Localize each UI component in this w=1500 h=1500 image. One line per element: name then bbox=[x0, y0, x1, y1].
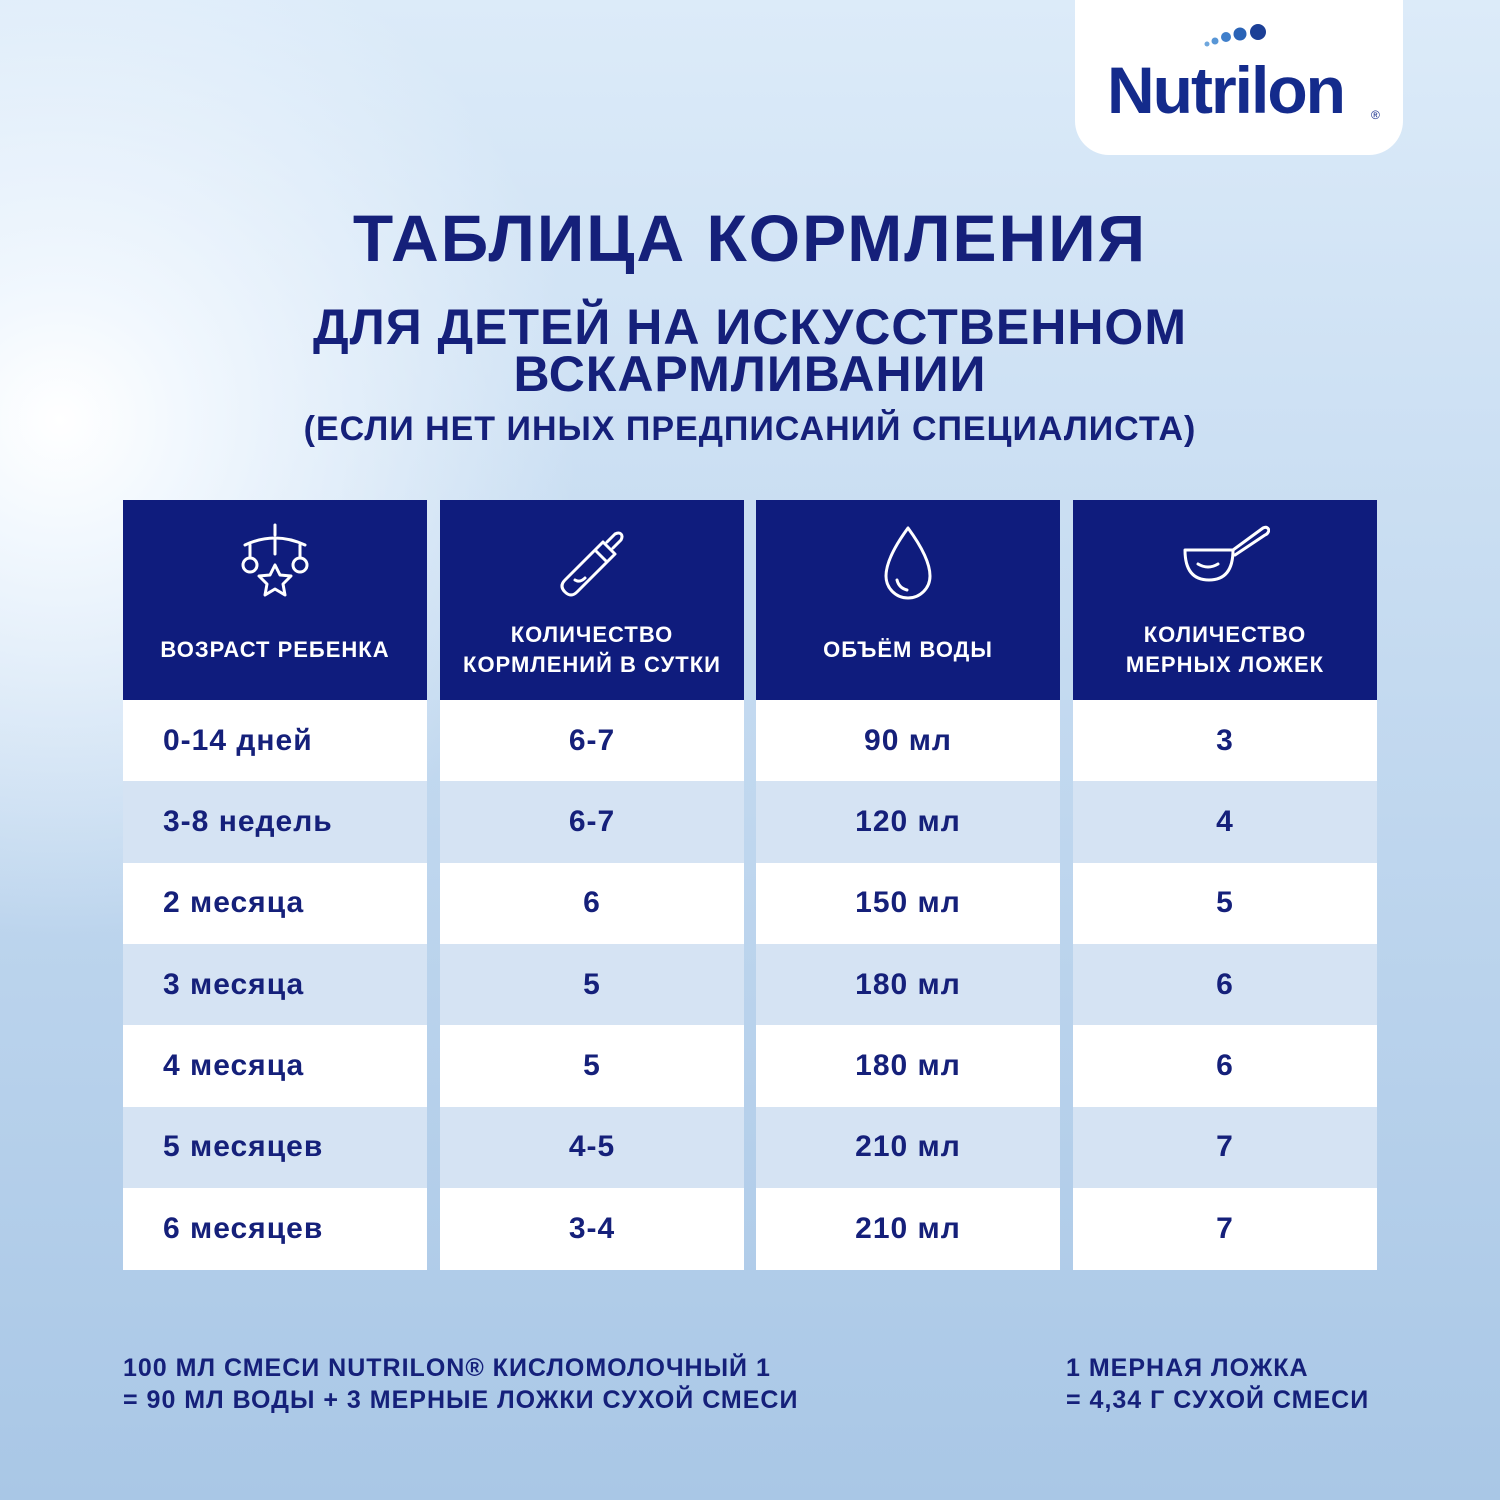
table-cell: 3-8 недель bbox=[123, 781, 427, 864]
table-cell: 180 мл bbox=[756, 943, 1060, 1026]
table-cell: 6 bbox=[1073, 943, 1377, 1026]
logo-text: Nutrilon bbox=[1107, 53, 1346, 127]
table-cell: 3 bbox=[1073, 700, 1377, 782]
table-cell: 6 bbox=[440, 862, 744, 945]
icon-bottle bbox=[560, 531, 624, 597]
subtitle: ДЛЯ ДЕТЕЙ НА ИСКУССТВЕННОМ bbox=[313, 299, 1187, 355]
table-cell: 90 мл bbox=[756, 700, 1060, 782]
footer-left: 100 МЛ СМЕСИ NUTRILON® КИСЛОМОЛОЧНЫЙ 1 bbox=[123, 1354, 771, 1382]
note: (ЕСЛИ НЕТ ИНЫХ ПРЕДПИСАНИЙ СПЕЦИАЛИСТА) bbox=[303, 410, 1197, 448]
table-cell: 180 мл bbox=[756, 1025, 1060, 1107]
table-cell: 5 bbox=[440, 943, 744, 1026]
icon-drop bbox=[884, 526, 932, 600]
title: ТАБЛИЦА КОРМЛЕНИЯ bbox=[352, 201, 1148, 275]
icon-scoop bbox=[1183, 525, 1270, 582]
header-cell: КОЛИЧЕСТВО МЕРНЫХ ЛОЖЕК bbox=[1073, 500, 1377, 700]
header-cell: ОБЪЁМ ВОДЫ bbox=[756, 500, 1060, 700]
subtitle: ВСКАРМЛИВАНИИ bbox=[513, 346, 987, 402]
table-cell: 6-7 bbox=[440, 781, 744, 864]
table-cell: 210 мл bbox=[756, 1187, 1060, 1270]
table-cell: 3-4 bbox=[440, 1187, 744, 1270]
table-cell: 3 месяца bbox=[123, 943, 427, 1026]
table-cell: 4 bbox=[1073, 781, 1377, 864]
table-cell: 5 bbox=[440, 1025, 744, 1107]
table-cell: 2 месяца bbox=[123, 862, 427, 945]
table-cell: 150 мл bbox=[756, 862, 1060, 945]
table-cell: 5 месяцев bbox=[123, 1106, 427, 1189]
table-cell: 6 месяцев bbox=[123, 1187, 427, 1270]
table-cell: 0-14 дней bbox=[123, 700, 427, 782]
table-cell: 4-5 bbox=[440, 1106, 744, 1189]
table-cell: 4 месяца bbox=[123, 1025, 427, 1107]
table-cell: 120 мл bbox=[756, 781, 1060, 864]
table-cell: 6 bbox=[1073, 1025, 1377, 1107]
table-cell: 210 мл bbox=[756, 1106, 1060, 1189]
table-cell: 5 bbox=[1073, 862, 1377, 945]
table-cell: 7 bbox=[1073, 1106, 1377, 1189]
logo-box: Nutrilon ® bbox=[1075, 0, 1403, 155]
logo-mark: ® bbox=[1371, 108, 1380, 122]
icon-mobile bbox=[241, 523, 309, 597]
table-cell: 6-7 bbox=[440, 700, 744, 782]
logo-dots bbox=[1204, 24, 1266, 47]
header-cell: КОЛИЧЕСТВО КОРМЛЕНИЙ В СУТКИ bbox=[440, 500, 744, 700]
footer-right: = 4,34 Г СУХОЙ СМЕСИ bbox=[1066, 1386, 1370, 1414]
footer-right: 1 МЕРНАЯ ЛОЖКА bbox=[1066, 1354, 1309, 1382]
table-cell: 7 bbox=[1073, 1187, 1377, 1270]
footer-left: = 90 МЛ ВОДЫ + 3 МЕРНЫЕ ЛОЖКИ СУХОЙ СМЕС… bbox=[123, 1386, 799, 1414]
